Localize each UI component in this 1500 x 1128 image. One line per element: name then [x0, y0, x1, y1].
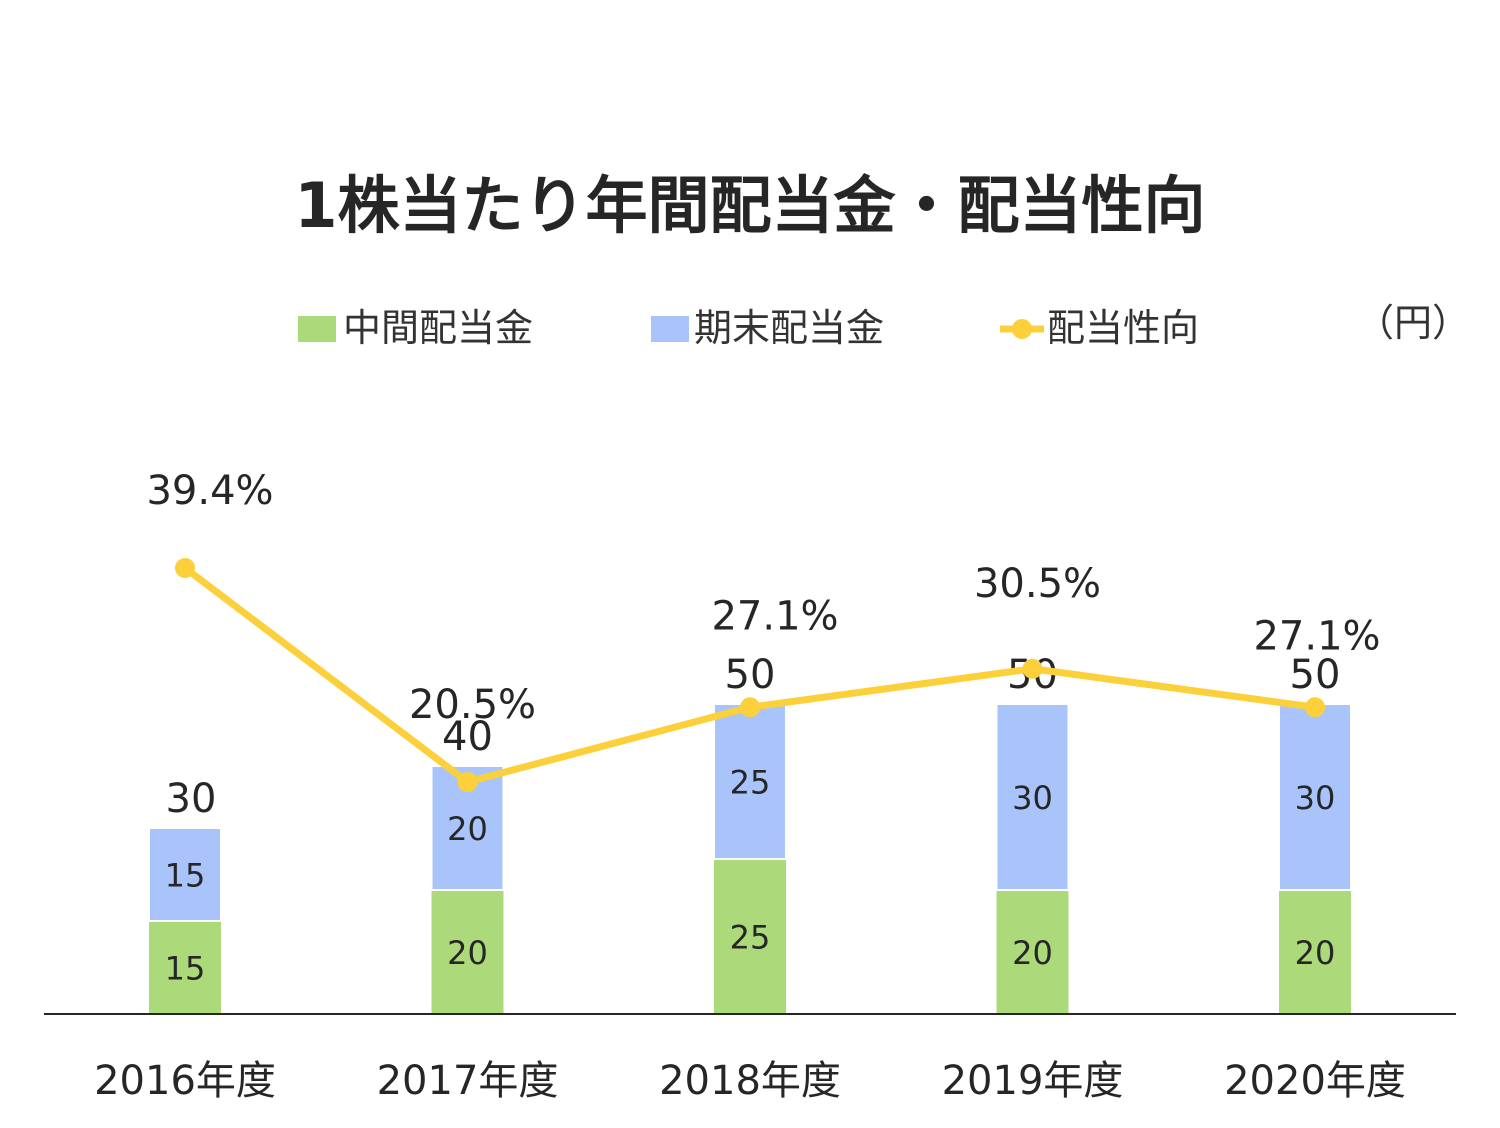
bar-total-label: 30 — [166, 776, 217, 822]
payout-ratio-label: 20.5% — [409, 682, 536, 728]
bar-year-end — [1278, 703, 1352, 891]
bar-year-end — [148, 827, 222, 922]
bar-interim-label: 20 — [447, 934, 488, 972]
payout-ratio-point — [1022, 658, 1043, 679]
payout-ratio-point — [175, 558, 195, 578]
payout-ratio-point — [1305, 697, 1325, 718]
x-tick-label: 2016年度 — [94, 1058, 276, 1104]
bar-interim-label: 25 — [730, 919, 771, 957]
bar-interim — [431, 890, 504, 1014]
payout-ratio-point — [740, 697, 760, 718]
bar-interim-label: 20 — [1295, 934, 1336, 972]
bar-total-label: 40 — [442, 714, 493, 760]
bar-interim — [149, 921, 221, 1014]
x-tick-label: 2018年度 — [659, 1058, 841, 1104]
x-tick-label: 2019年度 — [942, 1058, 1124, 1104]
x-tick-layer: 2016年度 2017年度 2018年度 2019年度 2020年度 — [94, 1058, 1406, 1104]
legend-swatch-interim — [298, 316, 336, 342]
bar-layer: 151530202040252550203050203050 — [148, 652, 1352, 1014]
bar-year-end-label: 20 — [447, 810, 488, 848]
bar-year-end-label: 30 — [1012, 779, 1053, 817]
legend-label-interim: 中間配当金 — [343, 306, 533, 350]
bar-interim — [714, 859, 786, 1014]
legend-marker-payout — [1012, 319, 1032, 339]
bar-year-end-label: 25 — [730, 764, 771, 802]
bar-interim — [1279, 890, 1351, 1014]
payout-ratio-label: 27.1% — [711, 593, 838, 639]
bar-interim-label: 15 — [165, 950, 206, 988]
x-tick-label: 2017年度 — [377, 1058, 559, 1104]
bar-total-label: 50 — [725, 652, 776, 698]
payout-ratio-label: 30.5% — [974, 561, 1101, 607]
payout-ratio-label: 39.4% — [146, 468, 273, 514]
chart-title: 1株当たり年間配当金・配当性向 — [294, 169, 1205, 242]
bar-year-end — [995, 703, 1070, 891]
line-layer: 39.4% 20.5% 27.1% 30.5% 27.1% — [146, 468, 1381, 792]
x-tick-label: 2020年度 — [1224, 1058, 1406, 1104]
legend: 中間配当金 期末配当金 配当性向 — [298, 306, 1199, 350]
payout-ratio-point — [457, 772, 478, 792]
payout-ratio-label: 27.1% — [1253, 613, 1380, 659]
legend-swatch-year-end — [651, 316, 689, 342]
bar-total-label: 50 — [1290, 652, 1341, 698]
legend-label-year-end: 期末配当金 — [694, 306, 884, 350]
bar-year-end-label: 15 — [165, 857, 206, 895]
legend-label-payout: 配当性向 — [1047, 306, 1199, 350]
bar-year-end — [713, 703, 787, 860]
bar-interim-label: 20 — [1012, 934, 1053, 972]
unit-label: （円） — [1356, 301, 1470, 345]
bar-year-end-label: 30 — [1295, 779, 1336, 817]
bar-interim — [996, 890, 1069, 1014]
